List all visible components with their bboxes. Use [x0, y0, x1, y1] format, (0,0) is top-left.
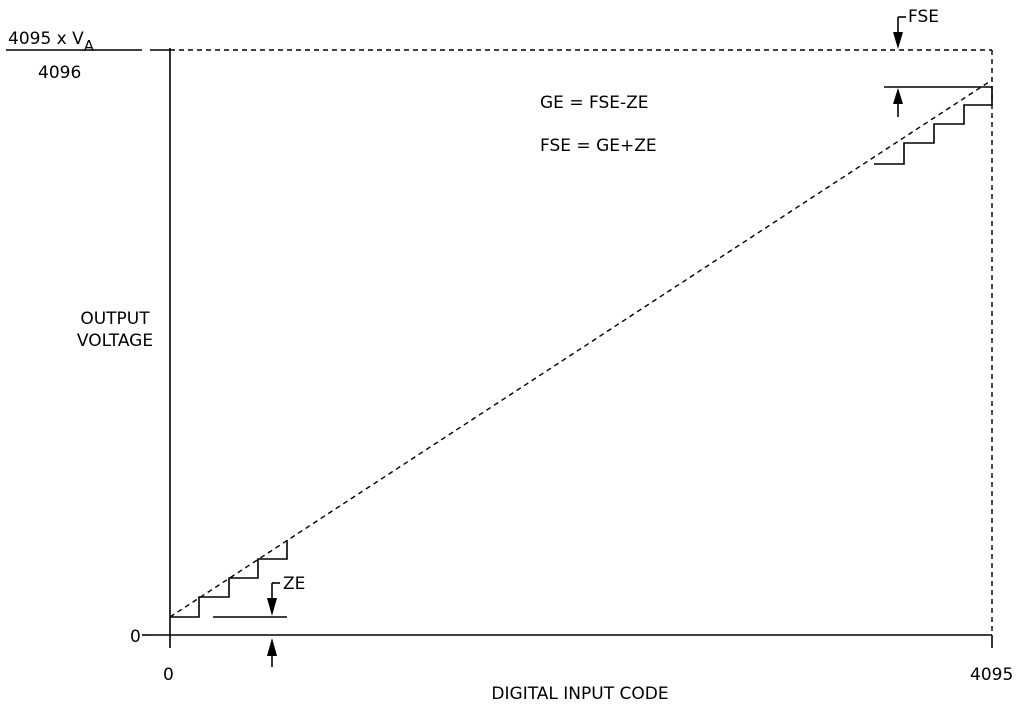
- fse-label: FSE: [908, 7, 939, 27]
- full-scale-numerator: 4095 x VA: [8, 29, 95, 55]
- ze-label: ZE: [283, 574, 305, 594]
- fse-arrow-down-icon: [893, 32, 903, 49]
- x-axis-label: DIGITAL INPUT CODE: [491, 684, 668, 704]
- y-zero-label: 0: [130, 627, 141, 647]
- ze-arrow-up-icon: [267, 638, 277, 656]
- full-scale-denominator: 4096: [38, 63, 81, 83]
- zero-error-marker: ZE: [213, 574, 305, 667]
- equation-full-scale-error: FSE = GE+ZE: [540, 136, 657, 156]
- y-axis-label-line1: OUTPUT: [80, 309, 150, 329]
- ideal-transfer-line: [169, 79, 993, 618]
- upper-staircase: [874, 86, 993, 165]
- equation-gain-error: GE = FSE-ZE: [540, 93, 649, 113]
- full-scale-error-marker: FSE: [884, 7, 992, 117]
- fse-arrow-up-icon: [893, 88, 903, 104]
- x-zero-label: 0: [163, 665, 174, 685]
- ze-arrow-down-icon: [267, 598, 277, 616]
- x-max-label: 4095: [970, 665, 1013, 685]
- lower-staircase: [170, 540, 288, 618]
- y-axis-label-line2: VOLTAGE: [77, 331, 153, 351]
- full-scale-label: 4095 x VA 4096: [6, 29, 142, 83]
